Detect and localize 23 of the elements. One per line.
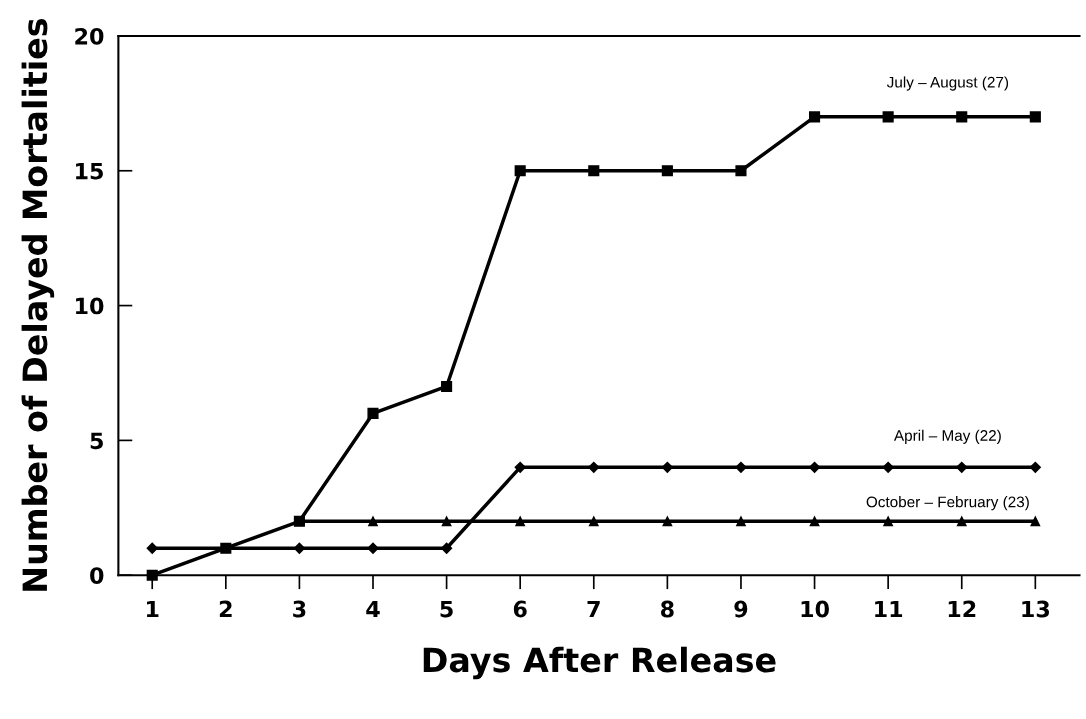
y-tick-label: 5 — [90, 432, 103, 450]
x-tick-label: 11 — [875, 600, 903, 618]
series-label: October – February (23) — [866, 496, 1029, 511]
x-tick-label: 3 — [293, 600, 306, 618]
x-axis-title: Days After Release — [423, 646, 776, 680]
y-tick-label: 10 — [76, 297, 104, 315]
x-tick-label: 1 — [147, 600, 159, 618]
x-tick-label: 6 — [513, 600, 527, 618]
x-tick-label: 2 — [219, 600, 232, 618]
x-tick-label: 9 — [734, 600, 748, 618]
x-tick-label: 13 — [1022, 600, 1050, 618]
y-tick-label: 15 — [76, 163, 103, 180]
x-tick-label: 5 — [440, 600, 453, 618]
x-tick-label: 10 — [801, 600, 829, 618]
x-tick-label: 12 — [948, 600, 976, 618]
series-label: July – August (27) — [886, 76, 1009, 91]
x-tick-label: 7 — [587, 600, 600, 618]
y-tick-label: 20 — [75, 27, 104, 45]
x-tick-label: 4 — [366, 600, 380, 618]
x-tick-label: 8 — [661, 600, 674, 618]
y-tick-label: 0 — [90, 567, 104, 584]
series-label: April – May (22) — [893, 429, 1001, 444]
y-axis-title: Number of Delayed Mortalities — [21, 18, 55, 591]
